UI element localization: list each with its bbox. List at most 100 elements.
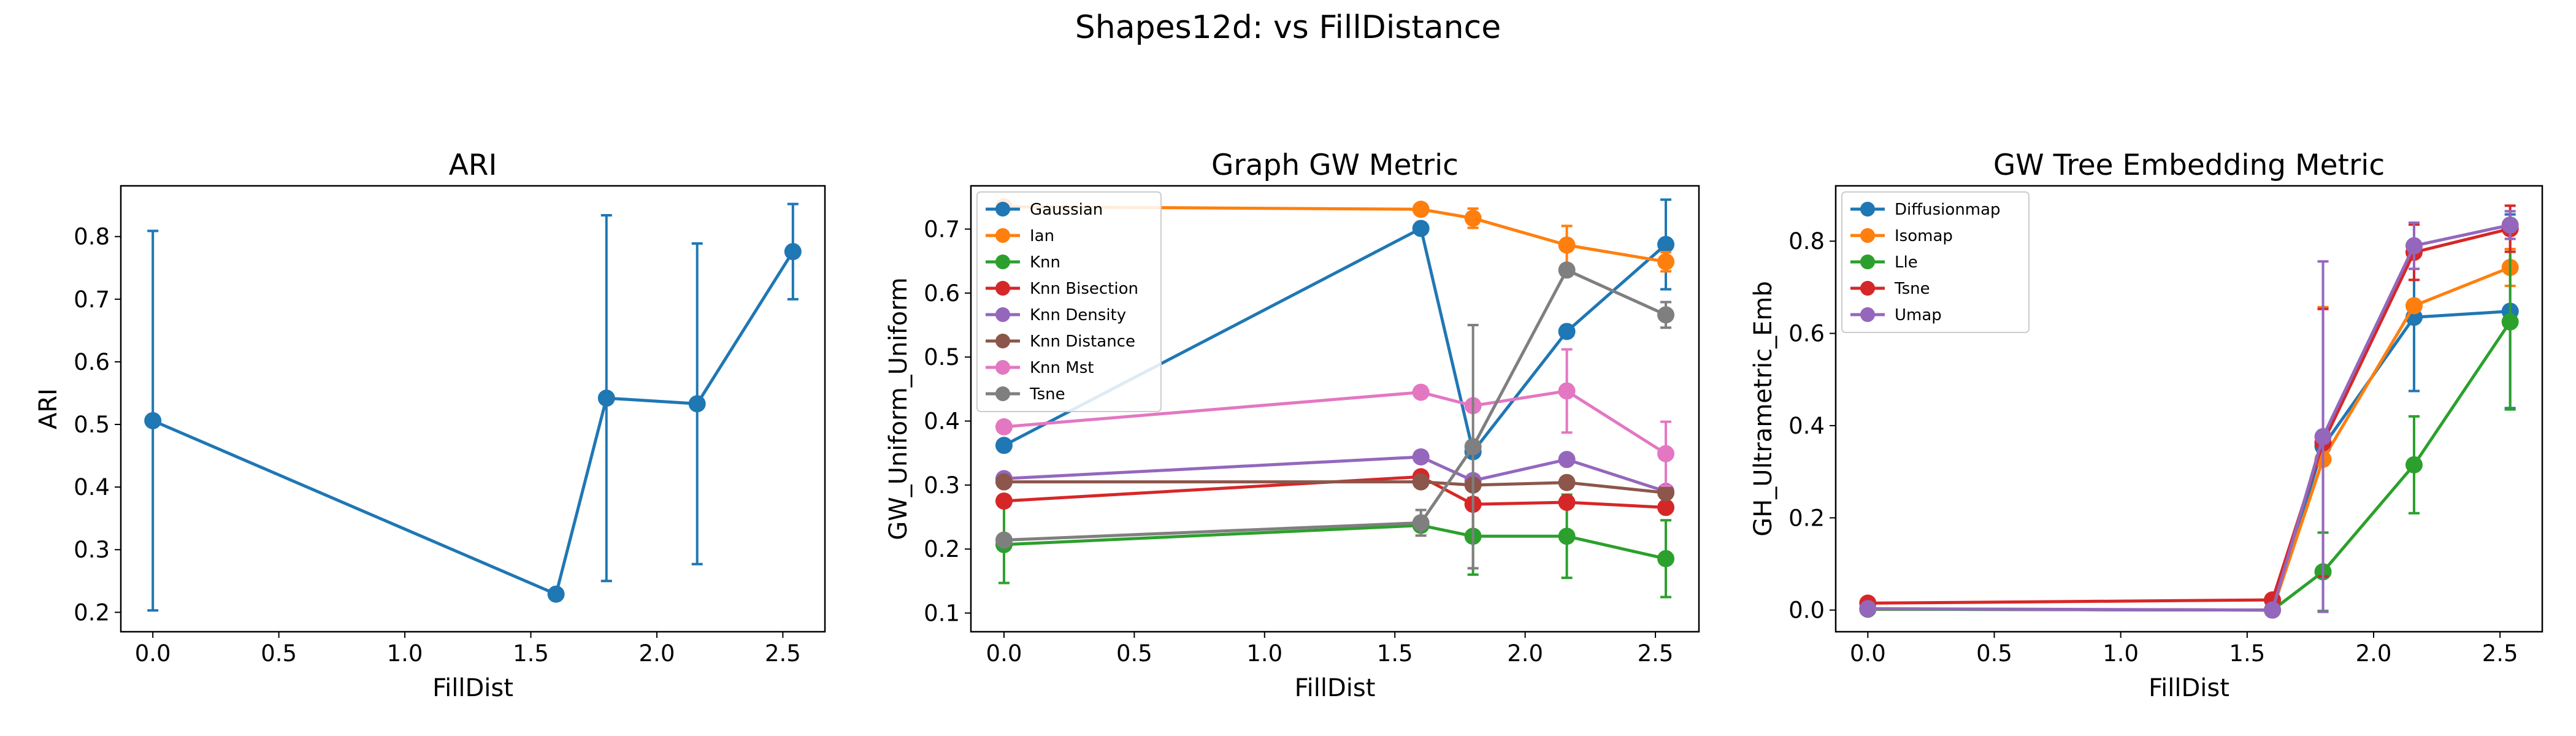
- y-tick-label: 0.6: [74, 349, 110, 375]
- y-tick-label: 0.4: [74, 474, 110, 500]
- data-point: [1657, 445, 1675, 462]
- data-point: [1859, 600, 1877, 618]
- data-point: [1558, 261, 1576, 279]
- legend-swatch-marker: [995, 202, 1010, 217]
- data-point: [2264, 601, 2282, 619]
- legend-label: Tsne: [1029, 385, 1065, 404]
- data-point: [995, 437, 1013, 454]
- data-point: [688, 395, 706, 413]
- x-tick-label: 2.5: [765, 640, 801, 667]
- x-tick-label: 2.0: [1507, 640, 1543, 667]
- x-tick-label: 1.5: [2229, 640, 2265, 667]
- x-tick-label: 1.5: [513, 640, 549, 667]
- series-1: [144, 202, 802, 612]
- chart-title: GW Tree Embedding Metric: [1993, 148, 2385, 182]
- y-tick-label: 0.4: [924, 408, 960, 435]
- x-tick-label: 2.5: [2482, 640, 2518, 667]
- x-tick-label: 2.5: [1638, 640, 1674, 667]
- x-tick-label: 1.5: [1377, 640, 1413, 667]
- x-tick-label: 2.0: [639, 640, 675, 667]
- legend-label: Diffusionmap: [1895, 201, 2001, 219]
- y-tick-label: 0.3: [74, 537, 110, 563]
- data-point: [1412, 473, 1430, 491]
- legend-label: Knn Bisection: [1030, 280, 1138, 298]
- data-point: [1657, 550, 1675, 567]
- legend-label: Knn Mst: [1030, 359, 1094, 377]
- data-point: [2405, 456, 2423, 473]
- y-axis-label: GH_Ultrametric_Emb: [1749, 281, 1777, 537]
- y-tick-label: 0.5: [74, 412, 110, 438]
- data-point: [1657, 306, 1675, 324]
- data-point: [784, 243, 802, 261]
- series-2: [995, 198, 1675, 273]
- data-point: [1412, 448, 1430, 466]
- x-tick-label: 1.0: [2103, 640, 2139, 667]
- data-point: [995, 473, 1013, 491]
- legend-label: Lle: [1895, 253, 1918, 272]
- legend-label: Knn Distance: [1030, 332, 1135, 351]
- series-3: [995, 493, 1675, 599]
- data-point: [995, 492, 1013, 510]
- data-point: [2405, 297, 2423, 315]
- legend-swatch-marker: [995, 360, 1010, 375]
- data-point: [2405, 237, 2423, 255]
- series-8: [995, 261, 1675, 570]
- y-tick-label: 0.6: [1788, 321, 1825, 347]
- legend-label: Knn Density: [1030, 306, 1126, 324]
- y-tick-label: 0.6: [924, 280, 960, 307]
- y-tick-label: 0.7: [74, 286, 110, 313]
- y-tick-label: 0.8: [1788, 228, 1825, 255]
- y-tick-label: 0.7: [924, 217, 960, 243]
- legend-swatch-marker: [995, 307, 1010, 322]
- x-tick-label: 0.0: [135, 640, 171, 667]
- x-tick-label: 1.0: [1246, 640, 1282, 667]
- x-tick-label: 0.0: [986, 640, 1022, 667]
- chart-title: ARI: [449, 148, 497, 182]
- series-4: [995, 468, 1675, 516]
- data-point: [2501, 216, 2519, 234]
- data-point: [1412, 383, 1430, 401]
- legend-label: Knn: [1030, 253, 1060, 272]
- x-axis-label: FillDist: [432, 674, 513, 702]
- data-point: [1412, 201, 1430, 218]
- data-point: [2501, 313, 2519, 331]
- plot-frame: [970, 185, 1700, 633]
- y-tick-label: 0.2: [74, 599, 110, 626]
- data-point: [1558, 236, 1576, 254]
- legend-swatch-marker: [995, 255, 1010, 269]
- data-point: [1657, 253, 1675, 270]
- legend-swatch-marker: [1860, 228, 1875, 243]
- chart-title: Graph GW Metric: [1211, 148, 1459, 182]
- plot-frame: [120, 185, 826, 633]
- legend-label: Ian: [1030, 227, 1054, 245]
- data-point: [1657, 499, 1675, 516]
- series-5: [1859, 210, 2519, 619]
- legend-label: Isomap: [1895, 227, 1953, 245]
- legend-swatch-marker: [995, 228, 1010, 243]
- data-point: [1412, 220, 1430, 237]
- x-tick-label: 1.0: [387, 640, 423, 667]
- data-point: [1558, 494, 1576, 512]
- legend: Diffusionmap Isomap Lle Tsne Umap: [1841, 191, 2030, 333]
- legend-label: Tsne: [1894, 280, 1930, 298]
- x-tick-label: 0.5: [261, 640, 297, 667]
- legend: Gaussian Ian Knn Knn Bisection Knn Density Kn…: [976, 191, 1162, 412]
- data-point: [1412, 514, 1430, 532]
- y-tick-label: 0.4: [1788, 413, 1825, 439]
- figure-suptitle: Shapes12d: vs FillDistance: [1075, 9, 1501, 46]
- y-axis-label: ARI: [34, 388, 63, 429]
- legend-swatch-marker: [1860, 281, 1875, 296]
- y-tick-label: 0.8: [74, 224, 110, 250]
- y-axis-label: GW_Uniform_Uniform: [884, 277, 913, 540]
- legend-box: [1841, 191, 2030, 333]
- x-tick-label: 0.5: [1976, 640, 2012, 667]
- data-point: [1464, 209, 1482, 227]
- data-point: [1657, 484, 1675, 502]
- legend-swatch-marker: [1860, 307, 1875, 322]
- data-point: [1558, 473, 1576, 491]
- data-point: [547, 585, 565, 603]
- data-point: [1558, 323, 1576, 340]
- x-tick-label: 0.5: [1116, 640, 1152, 667]
- series-5: [995, 448, 1675, 500]
- x-axis-label: FillDist: [1295, 674, 1376, 702]
